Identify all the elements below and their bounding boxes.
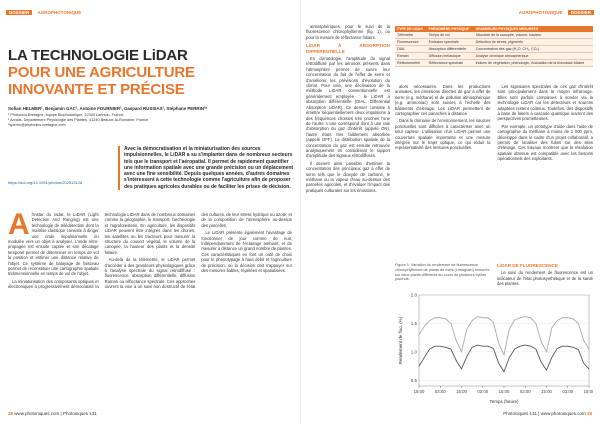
section-heading: LiDAR DE FLUORESCENCE (497, 263, 558, 268)
lidar-table: TYPE DE LIDAR PHÉNOMÈNE PHYSIQUE GRANDEURS… (395, 26, 593, 67)
affiliation: ¹ Photonics Bretagne, équipe Biophotoniq… (8, 113, 124, 117)
topic: AGROPHOTONIQUE (518, 10, 563, 15)
right-footer: Photoniques 131 | www.photoniques.com 29 (503, 411, 592, 416)
cell: Réflectométrie (395, 59, 427, 67)
affiliation: ² Arvalis, Département Physiologie des P… (8, 118, 149, 122)
fluorescence-chart: 0.5 1.0 1.5 2.0 15:00 03:00 15:00 03:00 15:00 03:… (398, 293, 593, 405)
series-line (418, 316, 590, 357)
series-line (418, 344, 590, 373)
paragraph: En climatologie, l'amplitude du signal r… (306, 56, 390, 159)
column: atmosphériques, pour le suivi de la fluo… (306, 24, 390, 406)
cell: Raman (395, 52, 427, 60)
affiliation: *sperrin@photonics-bretagne.com (8, 123, 66, 127)
x-tick-label: 03:00 (477, 389, 488, 394)
y-tick-label: 0.5 (411, 378, 418, 383)
footer-text: www.photoniques.com | Photoniques 131 (14, 411, 97, 416)
topic: AGROPHOTONIQUE (37, 10, 82, 15)
paragraph: atmosphériques, pour le suivi de la fluo… (306, 24, 390, 40)
affiliations: ¹ Photonics Bretagne, équipe Biophotoniq… (8, 113, 208, 128)
y-tick-label: 2.0 (411, 293, 418, 298)
cell: Réflectance spectrale (426, 59, 474, 67)
paragraph: l'instar du radar, le LiDAR (Light Detec… (8, 212, 99, 277)
x-tick-label: 03:00 (562, 389, 573, 394)
table-row: DIAL Absorption différentielle Concentrati… (395, 45, 593, 53)
fluorescence-section: LiDAR DE FLUORESCENCE Le suivi du rendem… (497, 263, 593, 289)
drop-cap: À (8, 212, 30, 241)
cell: DIAL (395, 45, 427, 53)
table-row: Raman Diffusion inélastique Analyse chimiq… (395, 52, 593, 60)
cell: Émission spectrale (426, 38, 474, 46)
y-tick-label: 1.0 (411, 349, 418, 354)
cell: Absorption différentielle (426, 45, 474, 53)
page-number: 28 (8, 411, 14, 416)
table-row: Réflectométrie Réflectance spectrale Indic… (395, 59, 593, 67)
header-cell: PHÉNOMÈNE PHYSIQUE (426, 26, 474, 32)
body-text: À l'instar du radar, le LiDAR (Light Det… (8, 212, 292, 406)
x-tick-label: 03:00 (520, 389, 531, 394)
y-axis-label: Rendement de fluo. (%) (398, 316, 403, 364)
x-tick-label: 15:00 (456, 389, 467, 394)
y-tick-label: 1.5 (411, 321, 418, 326)
left-footer: 28 www.photoniques.com | Photoniques 131 (8, 411, 97, 416)
paragraph: Au-delà de la télémétrie, le LiDAR perme… (104, 212, 292, 290)
paragraph: Le LiDAR présente également l'avantage d… (201, 230, 292, 274)
cell: Fluorescence (395, 38, 427, 46)
gutter (299, 0, 301, 424)
cell: Diffusion inélastique (426, 52, 474, 60)
authors: Sofian HELMER¹, Benjamin GAC¹, Antoine F… (8, 106, 208, 111)
body-text: alors nécessaires. Dans les productions … (395, 84, 593, 260)
paragraph: La miniaturisation des composants optiqu… (8, 212, 196, 290)
table-row: Fluorescence Émission spectrale Détection … (395, 38, 593, 46)
paragraph: Dans le domaine de l'environnement, les … (395, 118, 491, 151)
title-line: INNOVANTE ET PRÉCISE (8, 81, 185, 98)
title-line: POUR UNE AGRICULTURE (8, 64, 195, 81)
cell: Détection de stress, pigments (473, 38, 593, 46)
paragraph: Il devient ainsi possible d'estimer la c… (306, 160, 390, 193)
x-tick-label: 03:00 (435, 389, 446, 394)
doi[interactable]: https://doi.org/10.1051/photon/202513128 (8, 180, 83, 185)
x-axis-label: Temps (heure) (489, 399, 519, 404)
header-cell: TYPE DE LIDAR (395, 26, 427, 32)
cell: Télémètre (395, 32, 427, 39)
page-number: 29 (586, 411, 592, 416)
x-tick-label: 15:00 (584, 389, 593, 394)
table-row: Télémètre Temps de vol Structure de la can… (395, 32, 593, 39)
footer-text: Photoniques 131 | www.photoniques.com (503, 411, 586, 416)
right-header: AGROPHOTONIQUE DOSSIER (519, 9, 594, 16)
section-heading: LiDAR À ABSORPTION DIFFÉRENTIELLE (306, 43, 390, 54)
section-tag: DOSSIER (567, 10, 594, 15)
cell: Indices de végétation, phénologie, évalu… (473, 59, 593, 67)
paragraph: alors nécessaires. Dans les productions … (395, 84, 491, 117)
paragraph: Par exemple, un prototype d'aide dans l'… (497, 123, 594, 162)
table-header: TYPE DE LIDAR PHÉNOMÈNE PHYSIQUE GRANDEURS… (395, 26, 593, 32)
abstract: Avec la démocratisation et la miniaturis… (118, 146, 294, 191)
paragraph: Les signatures spectrales de ces gaz d'i… (497, 84, 594, 122)
x-tick-label: 15:00 (499, 389, 510, 394)
table-wrap: TYPE DE LIDAR PHÉNOMÈNE PHYSIQUE GRANDEURS… (395, 26, 593, 67)
x-tick-label: 15:00 (414, 389, 425, 394)
figure-caption: Figure 1. Variation du rendement de fluo… (395, 263, 490, 282)
cell: Analyse chimique atmosphérique (473, 52, 593, 60)
paragraph: Le suivi du rendement de fluorescence es… (497, 270, 593, 287)
x-tick-label: 15:00 (541, 389, 552, 394)
section-tag: DOSSIER (6, 10, 33, 15)
cell: Structure de la canopée, volume, hauteur (473, 32, 593, 39)
left-header: DOSSIER AGROPHOTONIQUE (6, 9, 81, 16)
title-line: LA TECHNOLOGIE LiDAR (8, 47, 188, 64)
header-cell: GRANDEURS PHYSIQUES MESURÉES (473, 26, 593, 32)
cell: Concentration des gaz (H₂O, CH₄, CO₂) (473, 45, 593, 53)
cell: Temps de vol (426, 32, 474, 39)
